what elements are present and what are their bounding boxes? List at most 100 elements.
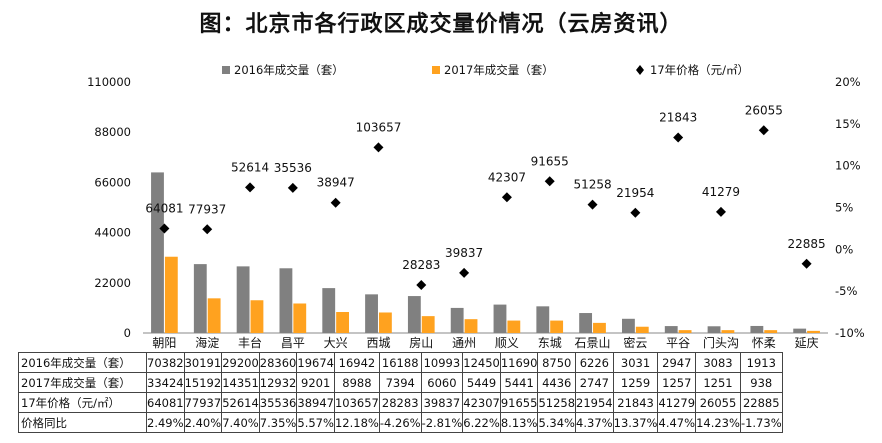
table-cell: 4.37% bbox=[575, 412, 614, 433]
table-cell: 4436 bbox=[537, 372, 577, 393]
category-label: 怀柔 bbox=[752, 336, 776, 350]
table-cell: 29200 bbox=[221, 352, 260, 373]
category-label: 朝阳 bbox=[152, 336, 176, 350]
table-cell: 1257 bbox=[657, 372, 697, 393]
table-cell: 6226 bbox=[575, 352, 614, 373]
table-cell: 26055 bbox=[695, 392, 741, 413]
category-label: 东城 bbox=[538, 336, 562, 350]
bar-2016 bbox=[793, 328, 807, 333]
right-tick-label: 5% bbox=[835, 201, 853, 215]
table-cell: 15192 bbox=[183, 372, 223, 393]
table-cell: 51258 bbox=[537, 392, 577, 413]
price-label: 103657 bbox=[356, 120, 402, 134]
table-cell: 5.57% bbox=[296, 412, 335, 433]
plot-area: 0 22000 44000 66000 88000 110000 -10% -5% 0% 5% 10… bbox=[87, 63, 865, 350]
bar-2017 bbox=[764, 330, 778, 333]
table-cell: 16188 bbox=[378, 352, 422, 373]
price-marker bbox=[416, 279, 427, 290]
table-cell: 938 bbox=[739, 372, 783, 393]
price-label: 42307 bbox=[488, 170, 526, 184]
legend-marker-price bbox=[636, 65, 644, 75]
table-cell: 12.18% bbox=[333, 412, 380, 433]
table-cell: 41279 bbox=[657, 392, 697, 413]
table-cell: 5441 bbox=[499, 372, 539, 393]
price-marker bbox=[673, 132, 684, 143]
data-table: 2016年成交量（套） 70382 30191 29200 28360 19674 1694… bbox=[18, 352, 783, 433]
legend-label-2016: 2016年成交量（套） bbox=[234, 63, 344, 77]
table-cell: 12450 bbox=[462, 352, 501, 373]
price-label: 39837 bbox=[445, 246, 483, 260]
bar-2017 bbox=[721, 330, 735, 333]
table-cell: 1259 bbox=[612, 372, 659, 393]
table-row-header: 17年价格（元/㎡） bbox=[18, 392, 147, 413]
category-label: 房山 bbox=[409, 335, 433, 350]
table-cell: 7.40% bbox=[221, 412, 260, 433]
table-cell: 2.40% bbox=[183, 412, 223, 433]
price-marker bbox=[245, 182, 256, 193]
bar-2017 bbox=[207, 298, 221, 333]
price-label: 91655 bbox=[531, 154, 569, 168]
table-cell: 2947 bbox=[657, 352, 697, 373]
price-label: 52614 bbox=[231, 160, 269, 174]
bar-2016 bbox=[322, 288, 336, 333]
price-label: 22885 bbox=[788, 237, 826, 251]
legend-swatch-2016 bbox=[222, 66, 230, 74]
table-row: 2016年成交量（套） 70382 30191 29200 28360 19674 1694… bbox=[18, 352, 783, 373]
table-cell: 52614 bbox=[221, 392, 260, 413]
bar-2017 bbox=[593, 322, 606, 333]
left-tick-label: 88000 bbox=[94, 125, 131, 139]
price-label: 21954 bbox=[616, 186, 654, 200]
table-cell: 8750 bbox=[537, 352, 577, 373]
table-cell: 5449 bbox=[462, 372, 501, 393]
table-cell: 21954 bbox=[575, 392, 614, 413]
category-label: 平谷 bbox=[666, 336, 690, 350]
price-marker bbox=[287, 182, 298, 193]
price-marker bbox=[544, 176, 555, 187]
left-tick-label: 110000 bbox=[87, 75, 131, 89]
table-cell: 77937 bbox=[183, 392, 223, 413]
table-row: 17年价格（元/㎡） 64081 77937 52614 35536 38947 10365… bbox=[18, 392, 783, 413]
legend-swatch-2017 bbox=[432, 66, 440, 74]
right-tick-label: 20% bbox=[835, 75, 861, 89]
table-cell: 8.13% bbox=[499, 412, 539, 433]
right-tick-label: 10% bbox=[835, 159, 861, 173]
table-cell: 91655 bbox=[499, 392, 539, 413]
category-label: 石景山 bbox=[575, 336, 611, 350]
price-label: 21843 bbox=[659, 110, 697, 124]
table-cell: 11690 bbox=[499, 352, 539, 373]
category-label: 门头沟 bbox=[703, 335, 739, 350]
table-cell: 5.34% bbox=[537, 412, 577, 433]
price-label: 28283 bbox=[402, 258, 440, 272]
bar-2017 bbox=[378, 312, 392, 333]
table-cell: -4.26% bbox=[378, 412, 422, 433]
bar-2016 bbox=[536, 306, 550, 333]
bar-2016 bbox=[279, 268, 293, 333]
bar-2016 bbox=[707, 326, 721, 333]
table-cell: 19674 bbox=[296, 352, 335, 373]
right-tick-label: -5% bbox=[835, 284, 857, 298]
price-marker bbox=[373, 142, 384, 153]
bar-2016 bbox=[365, 294, 378, 333]
table-cell: 14.23% bbox=[695, 412, 741, 433]
price-marker bbox=[330, 197, 341, 208]
bar-2016 bbox=[407, 296, 421, 333]
bar-2016 bbox=[236, 266, 250, 333]
table-cell: 103657 bbox=[333, 392, 380, 413]
table-row-header: 2016年成交量（套） bbox=[18, 352, 147, 373]
table-row: 2017年成交量（套） 33424 15192 14351 12932 9201 8988 7… bbox=[18, 372, 783, 393]
left-tick-label: 66000 bbox=[94, 175, 131, 189]
price-label: 35536 bbox=[274, 161, 312, 175]
bar-2016 bbox=[493, 304, 507, 333]
price-marker bbox=[159, 223, 170, 234]
bar-2017 bbox=[421, 316, 435, 333]
table-cell: 35536 bbox=[258, 392, 298, 413]
category-label: 大兴 bbox=[324, 336, 348, 350]
chart-title: 图：北京市各行政区成交量价情况（云房资讯） bbox=[199, 11, 683, 37]
table-cell: 64081 bbox=[146, 392, 185, 413]
price-label: 77937 bbox=[188, 202, 226, 216]
table-cell: 4.47% bbox=[657, 412, 697, 433]
table-cell: 22885 bbox=[739, 392, 783, 413]
table-cell: 1251 bbox=[695, 372, 741, 393]
bar-2016 bbox=[193, 264, 207, 333]
bar-2017 bbox=[507, 320, 521, 333]
